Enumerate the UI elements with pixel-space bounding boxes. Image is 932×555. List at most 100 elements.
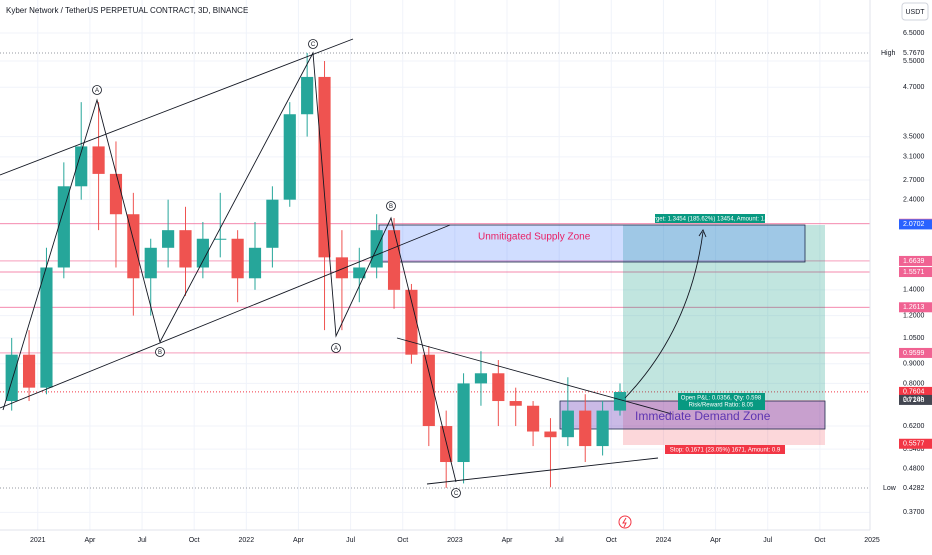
y-tick-label: 2.4000 [903, 197, 925, 204]
price-label-box [899, 48, 932, 59]
wave-label: B [389, 204, 393, 210]
candle-body [492, 373, 505, 402]
y-tick-label: 0.8000 [903, 380, 925, 387]
channel-top [0, 38, 354, 176]
candle-body [214, 238, 227, 240]
candle-body [405, 289, 418, 355]
x-tick-label: Jul [763, 537, 772, 544]
candle-body [318, 76, 331, 258]
candle-body [22, 354, 36, 388]
price-label-box [899, 219, 932, 230]
x-tick-label: Apr [710, 537, 722, 544]
x-tick-label: Oct [397, 537, 408, 544]
y-tick-label: 3.5000 [903, 133, 925, 140]
wave-marker [386, 201, 396, 211]
low-label: Low [883, 485, 897, 492]
wave-labels: ACBABCA [92, 39, 461, 498]
price-label: 1.2613 [903, 304, 925, 311]
price-label-box [899, 302, 932, 313]
event-icon[interactable] [618, 515, 632, 529]
candle-body [266, 199, 279, 248]
x-tick-label: Jul [138, 537, 147, 544]
triangle-bottom [426, 457, 659, 485]
header-title: Kyber Network / TetherUS PERPETUAL CONTR… [6, 6, 248, 15]
channel-bottom [0, 224, 451, 409]
candle-body [196, 238, 209, 268]
wave-marker [331, 343, 341, 353]
stop-box [665, 445, 785, 454]
target-box [655, 214, 765, 223]
price-label: 0.7604 [903, 389, 925, 396]
candle-body [457, 383, 470, 463]
wave-lines [0, 38, 707, 485]
candle-body [144, 247, 157, 279]
candle-body [109, 173, 123, 215]
event-bolt [622, 517, 627, 528]
candle-body [353, 267, 366, 279]
supply-zone [378, 224, 806, 263]
y-tick-label: 0.3700 [903, 509, 925, 516]
x-tick-label: Jul [555, 537, 564, 544]
axes: 6.5000 5.5000 4.7000 3.5000 3.1000 2.7000 2.40… [30, 30, 932, 544]
y-tick-label: 6.5000 [903, 30, 925, 37]
target-area [623, 225, 825, 400]
x-tick-label: Oct [606, 537, 617, 544]
candle-body [474, 373, 488, 384]
price-label-box [899, 482, 932, 493]
price-label: 1.5571 [903, 269, 925, 276]
x-tick-label: Oct [814, 537, 825, 544]
wave-label: C [454, 491, 459, 497]
x-tick-label: 2023 [447, 537, 463, 544]
candle-body [162, 230, 175, 248]
price-label: 1.6639 [903, 258, 925, 265]
candle-body [596, 410, 609, 447]
wave-label: B [158, 350, 162, 356]
price-label: 0.9599 [903, 350, 925, 357]
candle-body [613, 391, 627, 411]
candle-body [40, 267, 53, 388]
price-label: 0.5577 [903, 441, 925, 448]
wave-label: A [95, 88, 99, 94]
high-label: High [881, 50, 896, 57]
price-label: 0.4282 [903, 485, 925, 492]
wave-marker [451, 488, 461, 498]
x-tick-label: 2024 [656, 537, 672, 544]
candle-body [57, 186, 70, 268]
price-label-box [899, 255, 932, 266]
y-tick-label: 2.7000 [903, 177, 925, 184]
price-label: 2.0702 [903, 221, 925, 228]
arrow-head [698, 229, 707, 238]
x-tick-label: 2022 [239, 537, 255, 544]
stop-text: Stop: 0.1671 (23.05%) 1671, Amount: 0.9 [670, 448, 781, 454]
price-label: 0.7248 [903, 397, 925, 404]
y-tick-label: 0.4800 [903, 466, 925, 473]
currency[interactable]: USDT [905, 9, 925, 16]
candle-body [301, 76, 314, 115]
x-tick-label: Jul [346, 537, 355, 544]
x-tick-label: Apr [502, 537, 514, 544]
candle-body [561, 410, 574, 438]
candle-body [527, 405, 540, 432]
pnl-text: Open P&L: 0.0356, Qty: 0.598 [681, 396, 762, 402]
x-tick-label: Apr [293, 537, 305, 544]
currency-button[interactable] [901, 2, 929, 21]
target-text: Target: 1.3454 (185.62%) 13454, Amount: … [648, 217, 773, 223]
candle-body [5, 354, 18, 402]
demand-zone-label: Immediate Demand Zone [635, 409, 771, 423]
y-tick-label: 5.5000 [903, 58, 925, 65]
candle-body [509, 401, 522, 406]
price-label-box [899, 347, 932, 358]
y-tick-label: 4.7000 [903, 84, 925, 91]
candle-body [75, 146, 88, 187]
candle-body [92, 146, 105, 174]
candle-body [544, 431, 557, 438]
wave-label: C [311, 42, 316, 48]
candles [5, 53, 627, 488]
wave-label: A [334, 346, 338, 352]
candle-body [283, 114, 296, 200]
x-tick-label: Oct [189, 537, 200, 544]
y-tick-label: 0.5400 [903, 446, 925, 453]
candle-body [179, 230, 192, 268]
x-tick-label: Apr [84, 537, 96, 544]
